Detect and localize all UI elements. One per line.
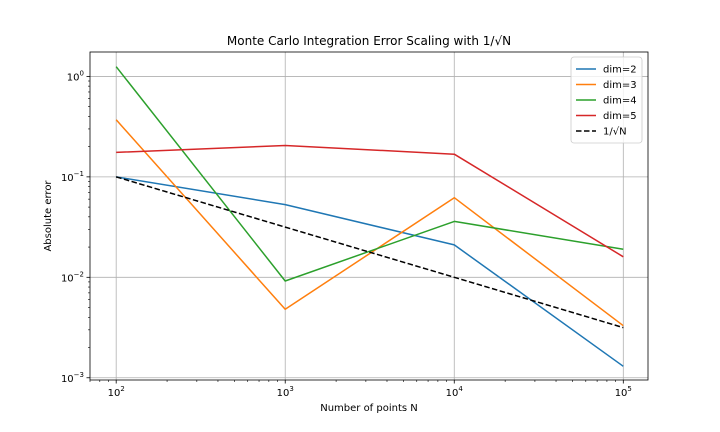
axis-ticks: 102 103 104 105 10−3 10−2 10−1 100 <box>61 69 632 399</box>
y-tick-label: 10−3 <box>61 371 84 385</box>
chart-title: Monte Carlo Integration Error Scaling wi… <box>227 34 511 48</box>
legend-label: dim=5 <box>603 111 637 122</box>
legend: dim=2 dim=3 dim=4 dim=5 1/√N <box>570 56 643 144</box>
x-tick-label: 102 <box>108 385 125 399</box>
x-tick-label: 103 <box>277 385 294 399</box>
legend-label: dim=4 <box>603 96 637 107</box>
series-line-1 <box>115 119 624 327</box>
legend-label: dim=2 <box>603 65 637 76</box>
y-tick-label: 10−1 <box>61 170 84 184</box>
x-axis-label: Number of points N <box>320 403 418 414</box>
y-axis-label: Absolute error <box>43 180 54 252</box>
series-line-2 <box>115 66 624 282</box>
legend-label: 1/√N <box>603 127 627 138</box>
series-line-3 <box>116 144 624 258</box>
series-lines <box>115 66 624 367</box>
series-line-4 <box>115 176 624 329</box>
legend-box <box>570 56 643 144</box>
y-tick-label: 100 <box>67 69 84 83</box>
y-tick-label: 10−2 <box>61 270 84 284</box>
x-tick-label: 105 <box>615 385 632 399</box>
legend-label: dim=3 <box>603 80 637 91</box>
grid-lines <box>90 52 648 380</box>
plot-frame <box>89 51 649 381</box>
series-line-0 <box>116 176 624 367</box>
x-tick-label: 104 <box>446 385 464 399</box>
